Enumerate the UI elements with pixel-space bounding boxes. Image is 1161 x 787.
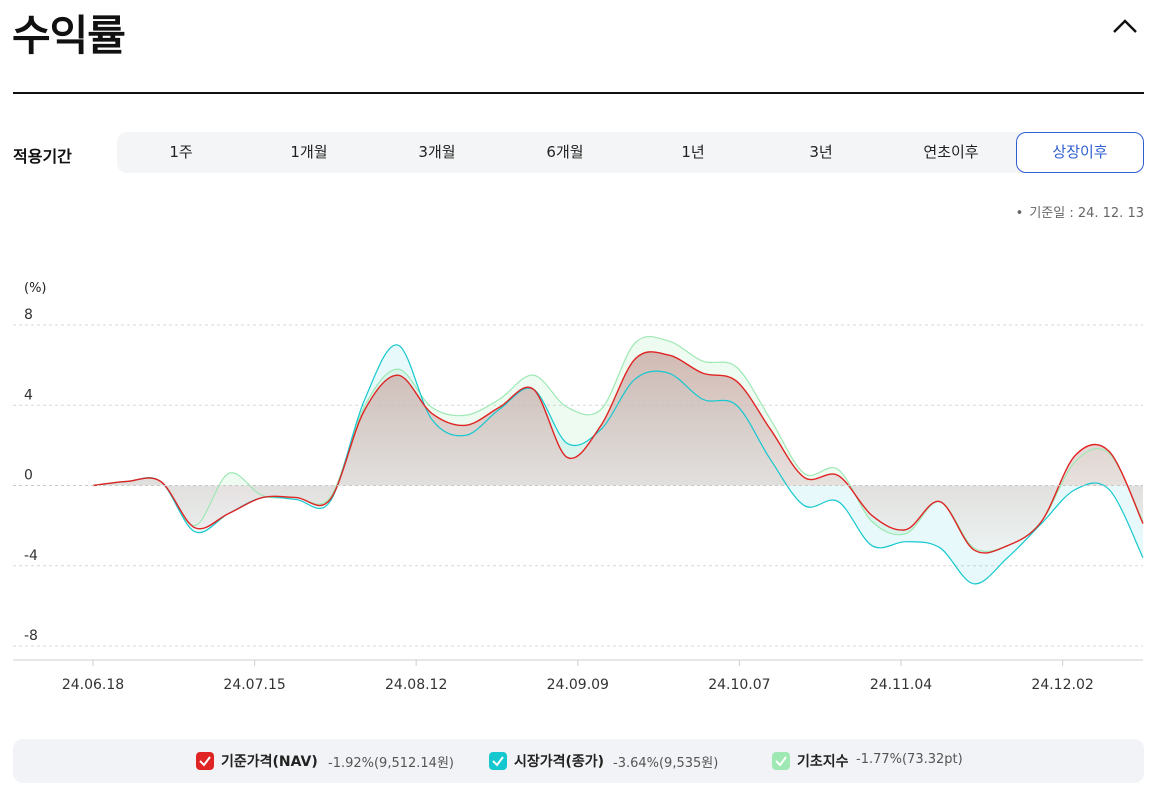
series-area xyxy=(93,351,1143,553)
x-tick-label: 24.08.12 xyxy=(385,677,447,693)
x-tick-label: 24.06.18 xyxy=(62,677,124,693)
legend-value: -3.64%(9,535원) xyxy=(613,756,719,771)
y-unit-label: (%) xyxy=(24,281,47,296)
y-tick-label: 4 xyxy=(24,387,33,403)
chart-legend: 기준가격(NAV) -1.92%(9,512.14원) 시장가격(종가) -3.… xyxy=(13,739,1144,783)
x-tick-label: 24.12.02 xyxy=(1031,677,1093,693)
header-divider xyxy=(13,92,1144,94)
as-of-date: • 기준일 : 24. 12. 13 xyxy=(1016,202,1144,221)
x-tick-label: 24.07.15 xyxy=(223,677,285,693)
y-tick-label: 8 xyxy=(24,307,33,323)
page-title: 수익률 xyxy=(12,11,126,60)
tab-since-listing[interactable]: 상장이후 xyxy=(1016,132,1144,173)
period-tab-bar: 1주 1개월 3개월 6개월 1년 3년 연초이후 상장이후 xyxy=(117,132,1144,173)
x-tick-label: 24.09.09 xyxy=(547,677,609,693)
y-tick-label: 0 xyxy=(24,468,33,484)
return-chart: (%) 8 4 0 -4 -8 24.06.18 24.07.15 24.08.12 24.09.… xyxy=(13,281,1144,693)
legend-value: -1.92%(9,512.14원) xyxy=(328,756,454,771)
y-tick-label: -8 xyxy=(24,628,38,644)
tab-1-year[interactable]: 1년 xyxy=(681,143,705,161)
as-of-date-text: 기준일 : 24. 12. 13 xyxy=(1029,206,1144,221)
x-tick-label: 24.11.04 xyxy=(870,677,932,693)
tab-ytd[interactable]: 연초이후 xyxy=(923,143,979,161)
y-tick-label: -4 xyxy=(24,548,38,564)
legend-name: 기초지수 xyxy=(797,754,849,770)
tab-3-years[interactable]: 3년 xyxy=(809,143,833,161)
collapse-chevron-up-icon[interactable] xyxy=(1110,12,1140,42)
period-label: 적용기간 xyxy=(13,147,72,166)
x-tick-label: 24.10.07 xyxy=(708,677,770,693)
legend-name: 시장가격(종가) xyxy=(514,754,605,770)
bullet-icon: • xyxy=(1015,206,1024,221)
checkbox-checked-icon[interactable] xyxy=(489,752,507,770)
checkbox-checked-icon[interactable] xyxy=(196,752,214,770)
checkbox-checked-icon[interactable] xyxy=(772,752,790,770)
legend-value: -1.77%(73.32pt) xyxy=(856,752,963,767)
tab-3-months[interactable]: 3개월 xyxy=(418,143,456,161)
tab-1-week[interactable]: 1주 xyxy=(169,143,193,161)
legend-name: 기준가격(NAV) xyxy=(221,754,318,770)
series-line xyxy=(92,336,1144,553)
series-line xyxy=(92,351,1144,554)
tab-6-months[interactable]: 6개월 xyxy=(546,143,584,161)
tab-1-month[interactable]: 1개월 xyxy=(290,143,328,161)
